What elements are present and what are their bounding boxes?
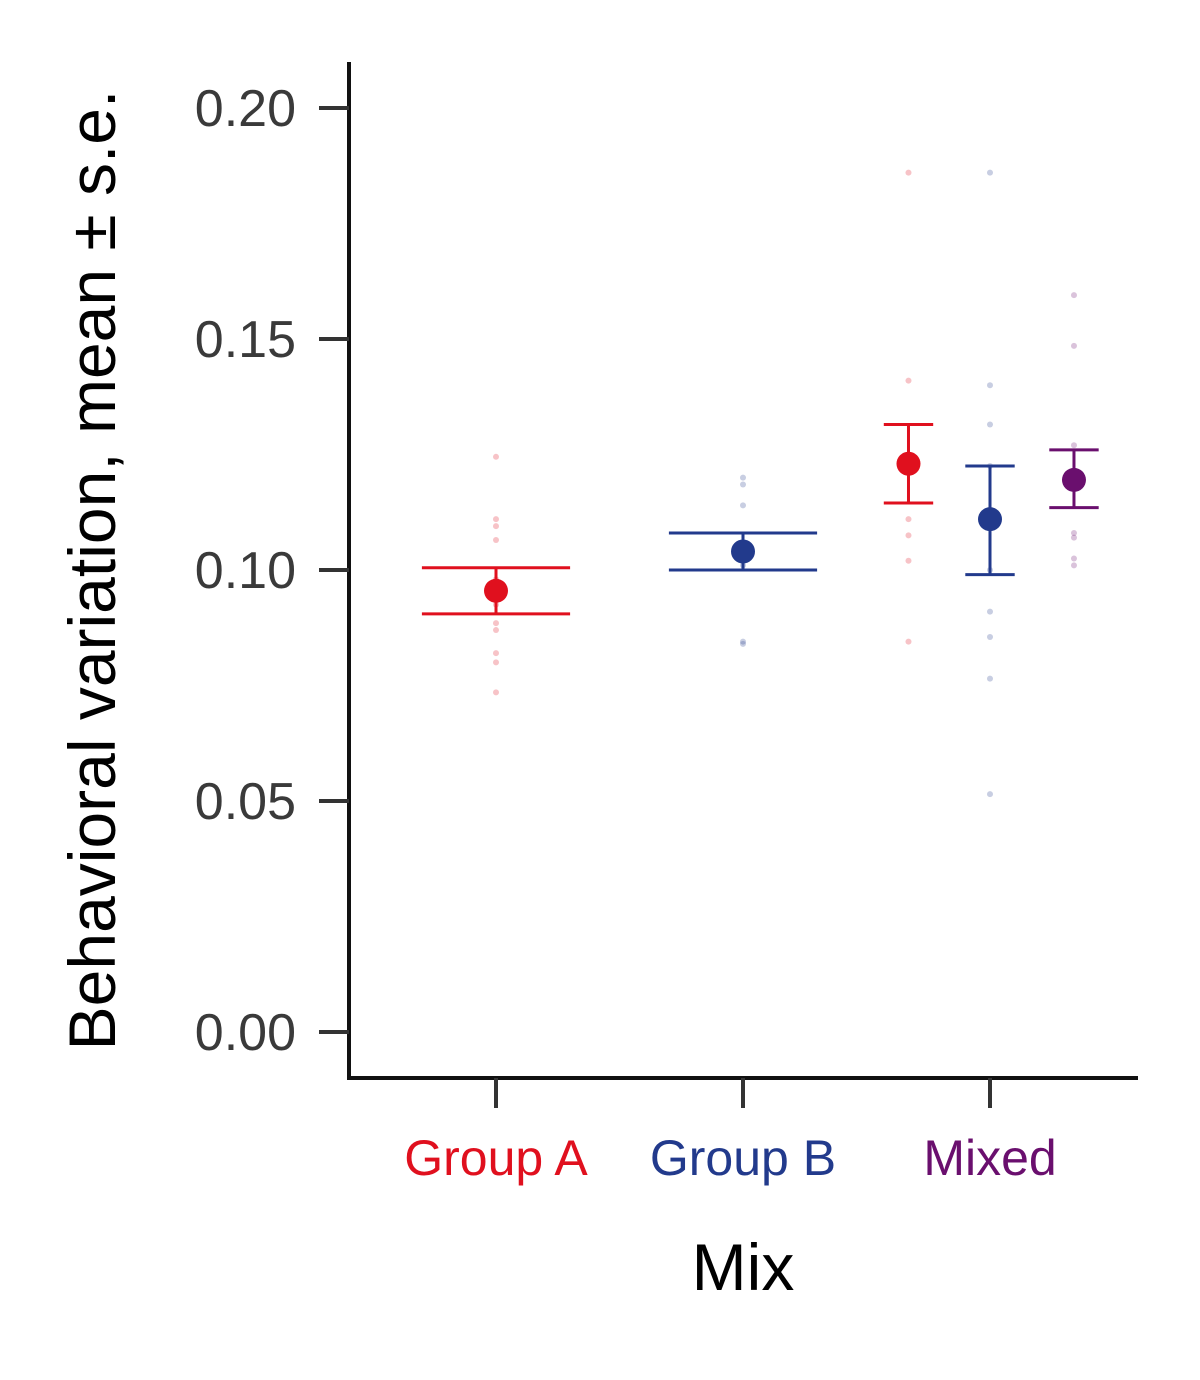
y-ticks: 0.00 0.05 0.10 0.15 0.20 (195, 80, 349, 1062)
raw-point (1070, 530, 1077, 537)
raw-point (493, 453, 499, 460)
raw-point (740, 638, 746, 645)
mean-point (896, 451, 921, 476)
y-tick-label: 0.15 (195, 311, 296, 369)
x-tick-label: Group B (650, 1130, 836, 1186)
y-axis-title: Behavioral variation, mean ± s.e. (55, 90, 129, 1051)
raw-point (905, 638, 912, 645)
y-tick-label: 0.10 (195, 542, 296, 600)
raw-point (987, 169, 993, 176)
raw-point (905, 169, 912, 176)
raw-point (905, 516, 912, 523)
raw-point (1070, 534, 1077, 541)
raw-point (987, 421, 993, 428)
y-tick-label: 0.00 (195, 1004, 296, 1062)
raw-point (987, 675, 993, 682)
raw-point (1070, 442, 1077, 449)
raw-point (1070, 342, 1077, 349)
raw-point (905, 557, 912, 564)
raw-point (493, 659, 499, 666)
raw-point (740, 502, 746, 509)
mean-point (1061, 467, 1086, 492)
mean-point (978, 507, 1002, 532)
mean-point (731, 539, 755, 564)
raw-point (1070, 562, 1077, 569)
raw-point (493, 523, 499, 530)
raw-point (493, 536, 499, 543)
raw-point (987, 382, 993, 389)
raw-point (1070, 292, 1077, 299)
x-tick-label: Mixed (923, 1130, 1056, 1186)
mean-point (484, 578, 508, 603)
summary-layer (421, 422, 1099, 616)
y-tick-label: 0.20 (195, 80, 296, 138)
raw-point (493, 516, 499, 523)
raw-point (905, 377, 912, 384)
raw-point (493, 650, 499, 657)
x-tick-label: Group A (404, 1130, 588, 1186)
raw-point (1070, 555, 1077, 562)
raw-point (493, 627, 499, 634)
x-ticks: Group A Group B Mixed (404, 1078, 1057, 1186)
raw-point (987, 633, 993, 640)
raw-point (740, 474, 746, 481)
raw-point (740, 640, 746, 647)
raw-point (493, 689, 499, 696)
y-tick-label: 0.05 (195, 773, 296, 831)
raw-point (987, 791, 993, 798)
raw-point (905, 532, 912, 539)
raw-point (493, 620, 499, 627)
raw-point (740, 481, 746, 488)
x-axis-title: Mix (692, 1230, 795, 1304)
raw-point (987, 608, 993, 615)
